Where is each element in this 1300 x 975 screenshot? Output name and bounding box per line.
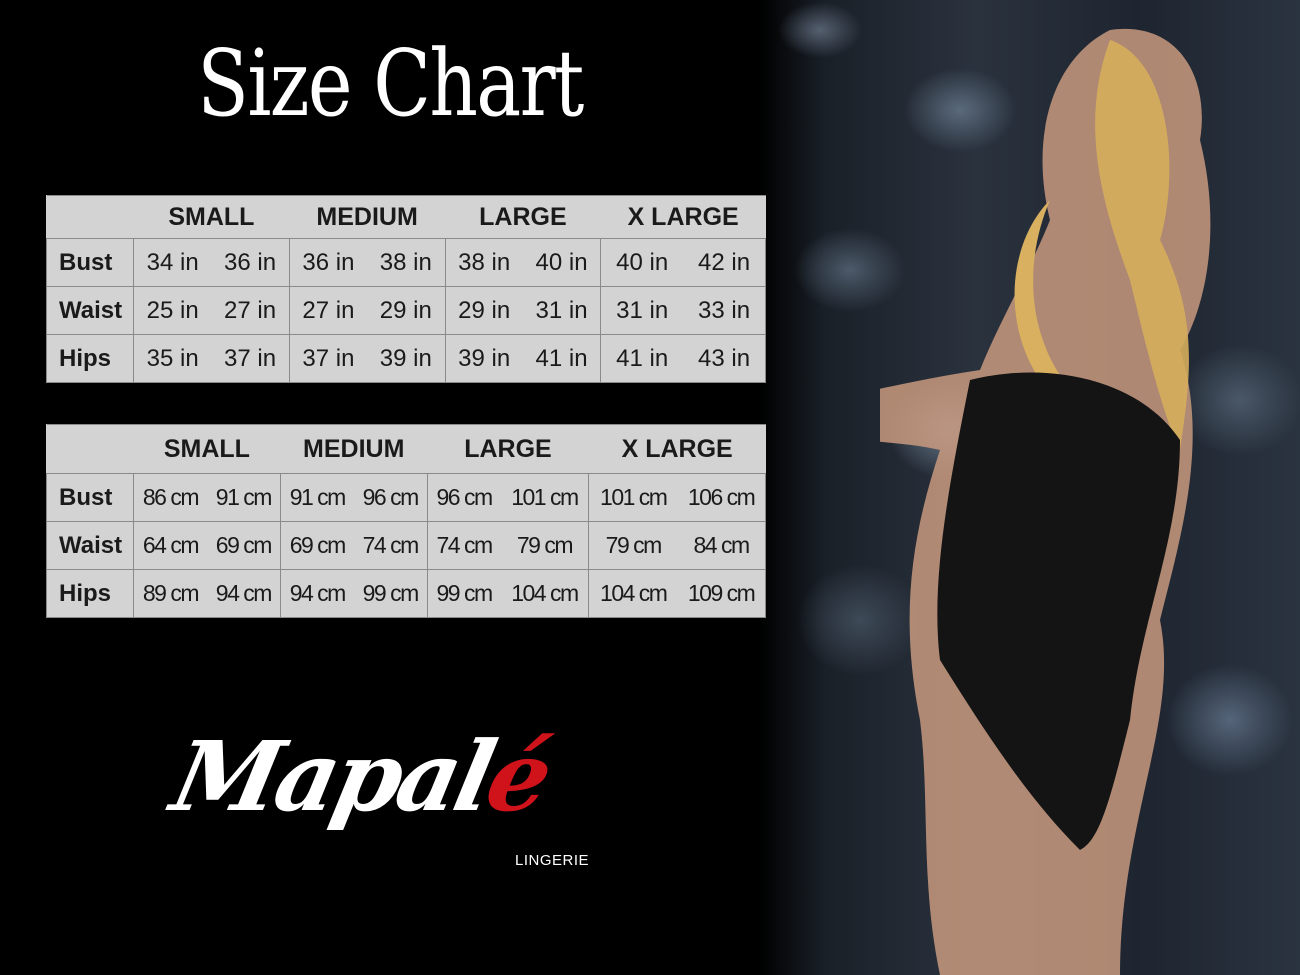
size-header: LARGE: [427, 424, 589, 474]
measurement-cell: 96 cm: [426, 473, 501, 522]
measurement-cell: 25 in: [133, 286, 212, 335]
measurement-cell: 86 cm: [132, 473, 207, 522]
measurement-cell: 74 cm: [353, 521, 428, 570]
table-row: Hips 89 cm 94 cm 94 cm 99 cm 99 cm 104 cm 104 c…: [46, 569, 767, 618]
page-title: Size Chart: [197, 30, 584, 137]
size-header: MEDIUM: [280, 424, 428, 474]
row-label: Bust: [46, 473, 134, 522]
measurement-cell: 101 cm: [588, 473, 678, 522]
measurement-cell: 96 cm: [353, 473, 428, 522]
header-row: SMALL MEDIUM LARGE X LARGE: [46, 195, 766, 239]
measurement-cell: 94 cm: [279, 569, 354, 618]
measurement-cell: 91 cm: [206, 473, 281, 522]
row-label: Hips: [46, 569, 134, 618]
measurement-cell: 37 in: [288, 334, 368, 383]
measurement-cell: 31 in: [522, 286, 602, 335]
measurement-cell: 79 cm: [500, 521, 590, 570]
table-row: Bust 86 cm 91 cm 91 cm 96 cm 96 cm 101 cm 101 c…: [46, 473, 767, 522]
measurement-cell: 27 in: [288, 286, 368, 335]
measurement-cell: 35 in: [133, 334, 212, 383]
measurement-cell: 39 in: [367, 334, 446, 383]
size-header: X LARGE: [588, 424, 766, 474]
size-header: SMALL: [133, 195, 290, 239]
measurement-cell: 101 cm: [500, 473, 590, 522]
size-header: MEDIUM: [289, 195, 445, 239]
header-blank: [46, 195, 134, 239]
measurement-cell: 29 in: [367, 286, 446, 335]
brand-logo: Mapalé LINGERIE: [163, 720, 615, 880]
size-header: X LARGE: [600, 195, 766, 239]
measurement-cell: 99 cm: [426, 569, 501, 618]
logo-wordmark: Mapalé: [163, 720, 558, 833]
logo-word-main: Mapal: [162, 720, 502, 833]
measurement-cell: 43 in: [683, 334, 767, 383]
table-row: Bust 34 in 36 in 36 in 38 in 38 in 40 in 40 in 4…: [46, 238, 767, 287]
measurement-cell: 104 cm: [588, 569, 678, 618]
measurement-cell: 69 cm: [206, 521, 281, 570]
row-label: Bust: [46, 238, 134, 287]
measurement-cell: 69 cm: [279, 521, 354, 570]
measurement-cell: 89 cm: [132, 569, 207, 618]
measurement-cell: 29 in: [444, 286, 523, 335]
row-label: Hips: [46, 334, 134, 383]
measurement-cell: 38 in: [444, 238, 523, 287]
size-header: SMALL: [133, 424, 281, 474]
measurement-cell: 36 in: [211, 238, 290, 287]
size-table-inches: SMALL MEDIUM LARGE X LARGE Bust 34 in 36 in 36 …: [46, 195, 767, 383]
measurement-cell: 91 cm: [279, 473, 354, 522]
table-row: Waist 25 in 27 in 27 in 29 in 29 in 31 in 31 in…: [46, 286, 767, 335]
measurement-cell: 36 in: [288, 238, 368, 287]
measurement-cell: 94 cm: [206, 569, 281, 618]
measurement-cell: 33 in: [683, 286, 767, 335]
measurement-cell: 27 in: [211, 286, 290, 335]
row-label: Waist: [46, 521, 134, 570]
measurement-cell: 37 in: [211, 334, 290, 383]
measurement-cell: 40 in: [522, 238, 602, 287]
measurement-cell: 104 cm: [500, 569, 590, 618]
measurement-cell: 31 in: [600, 286, 684, 335]
measurement-cell: 109 cm: [677, 569, 767, 618]
measurement-cell: 84 cm: [677, 521, 767, 570]
measurement-cell: 79 cm: [588, 521, 678, 570]
header-row: SMALL MEDIUM LARGE X LARGE: [46, 424, 766, 474]
row-label: Waist: [46, 286, 134, 335]
measurement-cell: 64 cm: [132, 521, 207, 570]
measurement-cell: 41 in: [522, 334, 602, 383]
size-header: LARGE: [445, 195, 601, 239]
size-table-centimeters: SMALL MEDIUM LARGE X LARGE Bust 86 cm 91 cm 91 …: [46, 424, 767, 618]
measurement-cell: 40 in: [600, 238, 684, 287]
table-row: Hips 35 in 37 in 37 in 39 in 39 in 41 in 41 in 4…: [46, 334, 767, 383]
measurement-cell: 39 in: [444, 334, 523, 383]
measurement-cell: 106 cm: [677, 473, 767, 522]
measurement-cell: 74 cm: [426, 521, 501, 570]
logo-subtitle: LINGERIE: [515, 852, 590, 869]
measurement-cell: 34 in: [133, 238, 212, 287]
model-figure: [880, 28, 1211, 975]
header-blank: [46, 424, 134, 474]
measurement-cell: 42 in: [683, 238, 767, 287]
measurement-cell: 99 cm: [353, 569, 428, 618]
table-row: Waist 64 cm 69 cm 69 cm 74 cm 74 cm 79 cm 79 cm…: [46, 521, 767, 570]
measurement-cell: 38 in: [367, 238, 446, 287]
measurement-cell: 41 in: [600, 334, 684, 383]
